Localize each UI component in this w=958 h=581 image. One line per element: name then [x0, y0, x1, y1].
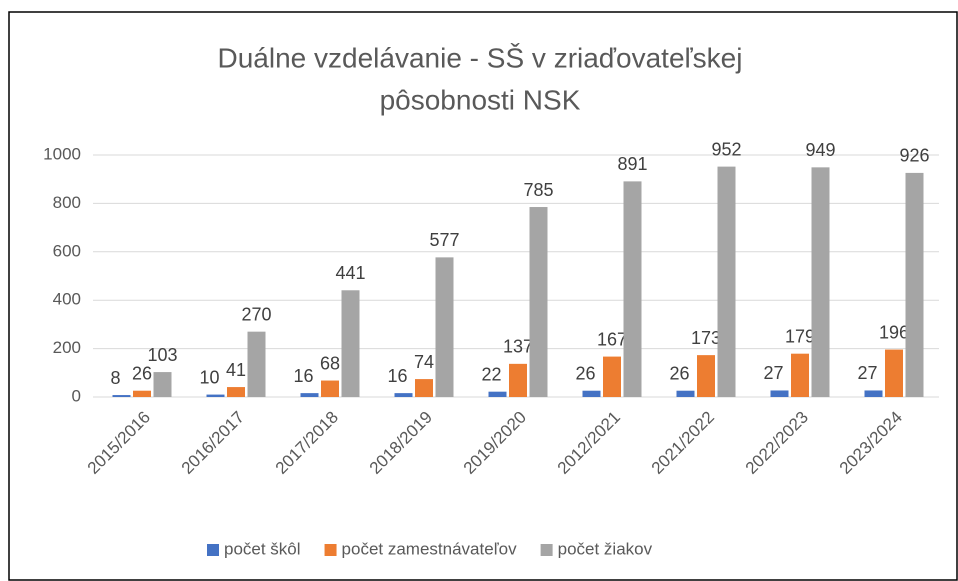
bar: [300, 393, 319, 397]
data-label: 103: [147, 345, 177, 365]
data-label: 137: [503, 337, 533, 357]
data-label: 926: [899, 146, 929, 166]
chart-frame: [8, 11, 958, 581]
data-label: 68: [320, 353, 340, 373]
y-tick-label: 1000: [43, 144, 81, 163]
data-label: 16: [293, 366, 313, 386]
bar: [341, 290, 360, 397]
bar: [394, 393, 413, 397]
bar: [227, 387, 245, 397]
bar: [435, 257, 454, 397]
data-label: 27: [857, 363, 877, 383]
data-label: 16: [387, 366, 407, 386]
legend-label: počet škôl: [224, 539, 301, 558]
data-label: 952: [711, 139, 741, 159]
bar: [885, 349, 903, 397]
bar: [770, 390, 789, 397]
bar: [415, 379, 433, 397]
data-label: 196: [879, 322, 909, 342]
bar: [905, 172, 924, 397]
y-tick-label: 800: [53, 193, 81, 212]
bar: [206, 394, 225, 397]
bar: [488, 391, 507, 397]
bar: [133, 390, 151, 397]
data-label: 949: [805, 140, 835, 160]
legend-label: počet žiakov: [558, 539, 653, 558]
y-tick-label: 0: [72, 386, 81, 405]
data-label: 270: [241, 304, 271, 324]
data-label: 785: [523, 180, 553, 200]
data-label: 441: [335, 263, 365, 283]
bar: [582, 390, 601, 397]
legend-swatch: [207, 544, 219, 556]
bar: [676, 390, 695, 397]
bar: [717, 166, 736, 397]
data-label: 27: [763, 363, 783, 383]
bar: [697, 355, 715, 397]
bar: [864, 390, 883, 397]
data-label: 173: [691, 328, 721, 348]
legend-swatch: [324, 544, 337, 556]
bar: [811, 167, 830, 397]
bar: [603, 356, 621, 397]
data-label: 26: [669, 363, 689, 383]
data-label: 577: [429, 230, 459, 250]
bar: [321, 380, 339, 397]
bar: [247, 331, 266, 397]
legend-label: počet zamestnávateľov: [342, 539, 518, 558]
y-tick-label: 400: [53, 290, 81, 309]
bar: [153, 372, 172, 397]
data-label: 74: [414, 352, 434, 372]
data-label: 167: [597, 329, 627, 349]
y-tick-label: 600: [53, 241, 81, 260]
data-label: 8: [110, 368, 120, 388]
bar: [529, 207, 548, 397]
bar: [623, 181, 642, 397]
data-label: 10: [199, 367, 219, 387]
data-label: 41: [226, 360, 246, 380]
data-label: 26: [575, 363, 595, 383]
bar: [791, 353, 809, 397]
bar: [509, 363, 527, 397]
data-label: 891: [617, 154, 647, 174]
chart-title: pôsobnosti NSK: [380, 84, 581, 115]
chart-title: Duálne vzdelávanie - SŠ v zriaďovateľske…: [218, 42, 743, 73]
data-label: 26: [132, 363, 152, 383]
bar: [112, 395, 131, 397]
y-tick-label: 200: [53, 338, 81, 357]
data-label: 22: [481, 364, 501, 384]
legend-swatch: [540, 544, 553, 556]
data-label: 179: [785, 326, 815, 346]
